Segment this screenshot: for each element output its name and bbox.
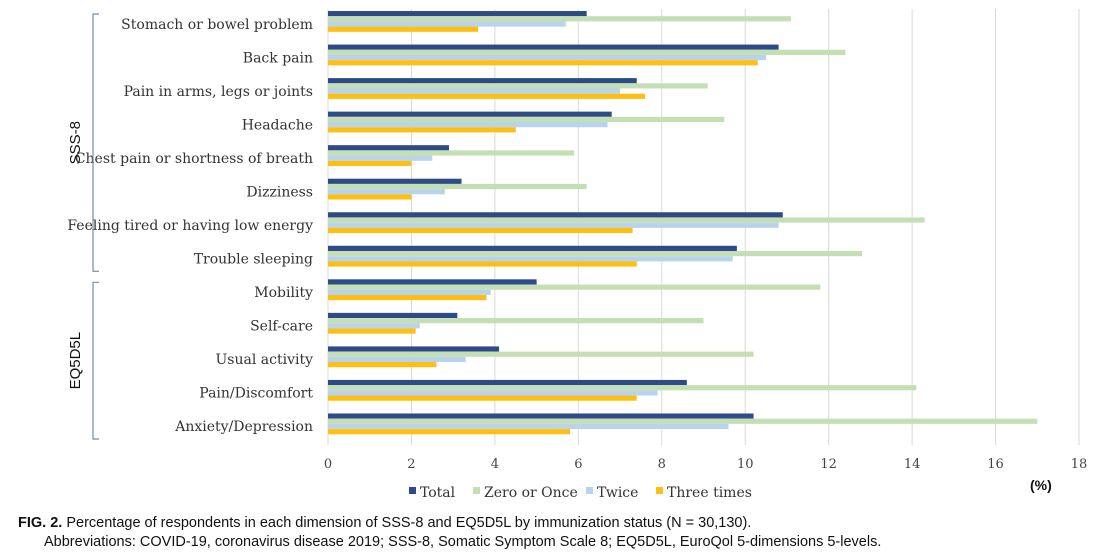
bar-three-times	[328, 26, 479, 32]
bar-total	[328, 245, 737, 251]
x-tick-label: 4	[491, 457, 499, 472]
bar-zero-or-once	[328, 116, 725, 123]
bar-three-times	[328, 294, 487, 301]
category-label: Stomach or bowel problem	[121, 17, 313, 33]
x-tick-label: 6	[574, 457, 582, 472]
bar-three-times	[328, 361, 437, 368]
bar-total	[328, 178, 462, 184]
group-label: SSS-8	[67, 121, 84, 164]
bar-chart: Stomach or bowel problem Back pain Pain in…	[67, 9, 1087, 501]
bar-zero-or-once	[328, 351, 754, 357]
x-axis-ticks: 0 2 4 6 8 10 12 14 16 18	[324, 457, 1087, 472]
bar-three-times	[328, 328, 416, 334]
bar-total	[328, 111, 612, 117]
bar-total	[328, 44, 779, 50]
figure-caption: FIG. 2. Percentage of respondents in eac…	[18, 514, 1098, 552]
legend-swatch	[586, 487, 593, 494]
bar-twice	[328, 54, 767, 61]
bar-zero-or-once	[328, 83, 708, 89]
x-tick-label: 2	[407, 457, 415, 472]
bar-zero-or-once	[328, 49, 846, 55]
x-tick-label: 8	[658, 457, 666, 472]
category-labels: Stomach or bowel problem Back pain Pain in…	[67, 17, 313, 435]
bar-three-times	[328, 261, 637, 267]
bar-zero-or-once	[328, 250, 863, 257]
group-brackets: SSS-8 EQ5D5L	[67, 13, 99, 440]
bar-twice	[328, 423, 729, 430]
bar-zero-or-once	[328, 318, 704, 324]
x-tick-label: 12	[820, 457, 837, 472]
legend-swatch	[473, 487, 480, 494]
legend: Total Zero or Once Twice Three times	[409, 485, 752, 501]
bar-total	[328, 212, 783, 218]
category-label: Pain in arms, legs or joints	[124, 84, 313, 100]
bar-three-times	[328, 127, 516, 133]
category-label: Trouble sleeping	[194, 252, 313, 268]
x-tick-label: 14	[904, 457, 921, 472]
bar-twice	[328, 323, 420, 329]
bar-three-times	[328, 395, 637, 401]
category-label: Back pain	[243, 50, 313, 66]
bar-three-times	[328, 227, 633, 234]
bar-twice	[328, 189, 445, 195]
bar-twice	[328, 122, 608, 128]
category-label: Mobility	[254, 285, 313, 301]
bar-total	[328, 145, 449, 151]
bar-twice	[328, 390, 658, 396]
category-label: Self-care	[250, 319, 313, 335]
category-label: Dizziness	[246, 184, 313, 200]
legend-label: Zero or Once	[484, 485, 578, 501]
bar-twice	[328, 155, 433, 161]
bar-total	[328, 379, 687, 386]
bar-three-times	[328, 160, 412, 166]
bars	[328, 11, 1038, 435]
bar-twice	[328, 356, 466, 362]
bar-zero-or-once	[328, 385, 917, 391]
category-label: Chest pain or shortness of breath	[75, 151, 313, 167]
group-bracket	[92, 281, 99, 440]
x-tick-label: 0	[324, 457, 332, 472]
x-tick-label: 10	[737, 457, 754, 472]
bar-zero-or-once	[328, 418, 1038, 424]
bar-total	[328, 78, 637, 84]
bar-three-times	[328, 60, 758, 66]
bar-twice	[328, 256, 733, 262]
category-label: Usual activity	[216, 352, 314, 368]
legend-swatch	[656, 487, 663, 494]
figure-label: FIG. 2.	[18, 515, 63, 531]
bar-twice	[328, 289, 491, 295]
bar-three-times	[328, 93, 646, 99]
group-bracket	[92, 13, 99, 272]
caption-line-1: Percentage of respondents in each dimens…	[66, 515, 752, 531]
bar-zero-or-once	[328, 183, 587, 190]
bar-zero-or-once	[328, 284, 821, 290]
category-label: Anxiety/Depression	[174, 419, 313, 435]
bar-zero-or-once	[328, 217, 925, 223]
legend-label: Total	[420, 485, 456, 501]
legend-label: Twice	[597, 485, 638, 501]
category-label: Pain/Discomfort	[199, 386, 313, 402]
bar-total	[328, 312, 458, 319]
bar-zero-or-once	[328, 16, 792, 22]
bar-total	[328, 413, 754, 419]
bar-three-times	[328, 429, 570, 435]
x-tick-label: 18	[1071, 457, 1088, 472]
bar-zero-or-once	[328, 150, 575, 156]
category-label: Headache	[242, 117, 313, 133]
group-label: EQ5D5L	[67, 332, 84, 390]
bar-twice	[328, 21, 566, 27]
bar-twice	[328, 88, 621, 94]
bar-twice	[328, 222, 779, 228]
bar-total	[328, 346, 500, 352]
x-tick-label: 16	[987, 457, 1004, 472]
bar-total	[328, 279, 537, 285]
legend-swatch	[409, 487, 416, 494]
category-label: Feeling tired or having low energy	[67, 218, 313, 234]
legend-label: Three times	[667, 485, 752, 501]
caption-line-2: Abbreviations: COVID-19, coronavirus dis…	[44, 534, 882, 550]
bar-three-times	[328, 194, 412, 200]
bar-total	[328, 11, 587, 17]
x-axis-unit: (%)	[1030, 477, 1052, 493]
